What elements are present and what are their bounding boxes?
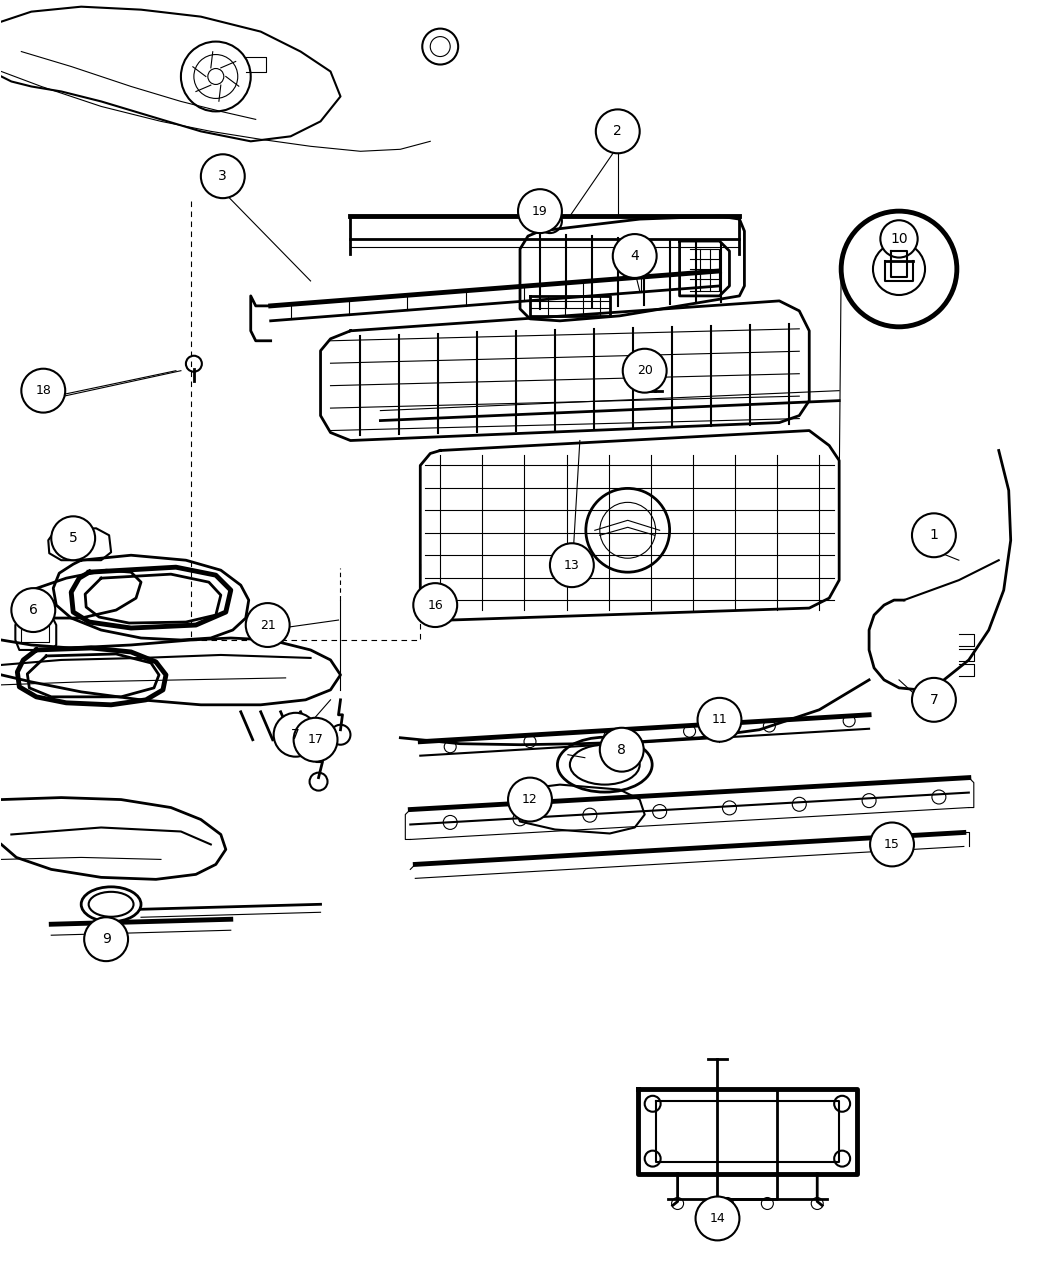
Circle shape: [84, 917, 128, 961]
Circle shape: [414, 583, 457, 627]
Text: 7: 7: [929, 692, 939, 706]
Text: 11: 11: [712, 713, 728, 727]
Text: 21: 21: [259, 618, 275, 631]
Circle shape: [201, 154, 245, 198]
Circle shape: [294, 718, 337, 761]
Text: 2: 2: [613, 125, 623, 139]
Text: 8: 8: [617, 743, 626, 756]
Circle shape: [595, 110, 639, 153]
Text: 10: 10: [890, 232, 908, 246]
Text: 18: 18: [36, 384, 51, 397]
Circle shape: [695, 1196, 739, 1241]
Circle shape: [508, 778, 552, 821]
Text: 5: 5: [69, 532, 78, 546]
Text: 16: 16: [427, 598, 443, 612]
Circle shape: [586, 488, 670, 572]
Circle shape: [600, 728, 644, 771]
Text: 19: 19: [532, 204, 548, 218]
Circle shape: [841, 212, 957, 326]
Circle shape: [518, 189, 562, 233]
Text: 6: 6: [28, 603, 38, 617]
Circle shape: [870, 822, 914, 867]
Text: 20: 20: [636, 365, 653, 377]
Text: 9: 9: [102, 932, 110, 946]
Circle shape: [550, 543, 594, 586]
Circle shape: [880, 221, 918, 258]
Circle shape: [246, 603, 290, 646]
Circle shape: [697, 697, 741, 742]
Text: 14: 14: [710, 1213, 726, 1225]
Circle shape: [51, 516, 96, 560]
Circle shape: [912, 678, 956, 722]
Circle shape: [12, 588, 56, 632]
Text: 15: 15: [884, 838, 900, 850]
Text: 1: 1: [929, 528, 939, 542]
Circle shape: [21, 368, 65, 413]
Text: 3: 3: [218, 170, 227, 184]
Text: 17: 17: [308, 733, 323, 746]
Text: 7: 7: [291, 728, 300, 742]
Text: 12: 12: [522, 793, 538, 806]
Text: 4: 4: [630, 249, 639, 263]
Circle shape: [274, 713, 317, 756]
Circle shape: [613, 235, 656, 278]
Circle shape: [623, 349, 667, 393]
Text: 13: 13: [564, 558, 580, 571]
Circle shape: [912, 514, 956, 557]
